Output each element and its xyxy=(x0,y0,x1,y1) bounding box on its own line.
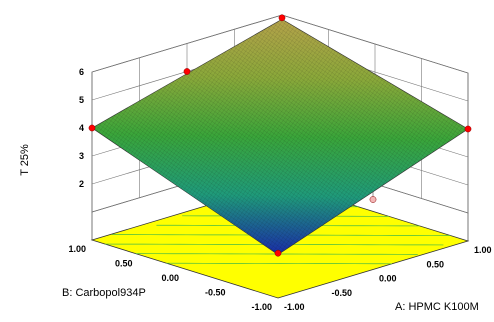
z-tick-label: 3 xyxy=(79,151,84,161)
z-tick-label: 4 xyxy=(79,123,84,133)
y-axis-label: B: Carbopol934P xyxy=(62,287,146,299)
y-tick-label: -1.00 xyxy=(251,302,272,312)
y-tick-label: -0.50 xyxy=(205,288,226,298)
design-point xyxy=(88,124,96,132)
x-axis-label: A: HPMC K100M xyxy=(395,301,479,313)
x-tick-label: 0.00 xyxy=(379,274,397,284)
y-tick-label: 1.00 xyxy=(68,244,86,254)
z-axis-label: T 25% xyxy=(19,144,31,176)
x-tick-label: 1.00 xyxy=(474,245,492,255)
y-tick-label: 0.00 xyxy=(161,273,179,283)
design-point xyxy=(274,249,282,257)
x-tick-label: -0.50 xyxy=(332,288,353,298)
z-tick-label: 2 xyxy=(79,179,84,189)
z-tick-label: 5 xyxy=(79,95,84,105)
surface-mesh xyxy=(92,19,468,255)
x-tick-label: -1.00 xyxy=(284,302,305,312)
response-surface xyxy=(91,18,469,255)
design-point xyxy=(464,125,472,133)
y-tick-label: 0.50 xyxy=(115,259,133,269)
design-points-above xyxy=(88,14,472,257)
design-point xyxy=(278,14,286,22)
design-point xyxy=(369,196,377,203)
z-tick-label: 6 xyxy=(79,67,84,77)
floor-contour-line xyxy=(166,262,393,265)
tick-labels: 2 3 4 5 6 -1.00 -0.50 0.00 0.50 1.00 1.00 0.50 0.00 -… xyxy=(68,67,491,312)
design-point xyxy=(183,68,191,75)
x-tick-label: 0.50 xyxy=(427,259,445,269)
